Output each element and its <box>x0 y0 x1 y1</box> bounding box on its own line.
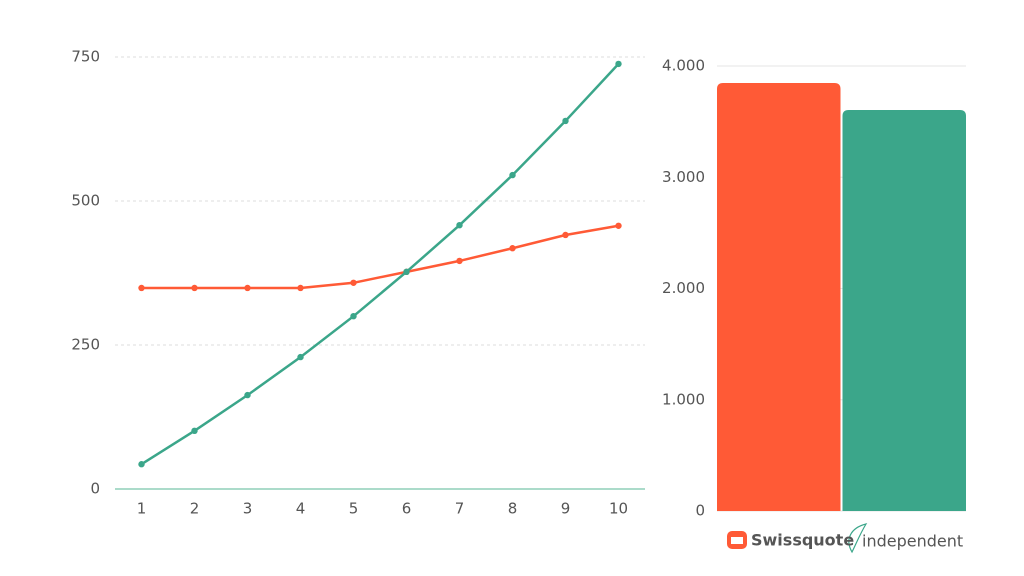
point <box>297 353 304 361</box>
x-tick-label: 5 <box>349 500 359 518</box>
bar <box>842 110 966 512</box>
point <box>615 60 622 68</box>
independent-icon <box>848 523 868 554</box>
y-tick-label: 750 <box>71 48 100 66</box>
point <box>244 391 251 399</box>
x-tick-label: 3 <box>243 500 253 518</box>
line <box>141 224 619 290</box>
point <box>138 461 145 468</box>
line <box>140 63 620 466</box>
bar <box>717 83 841 512</box>
point <box>297 284 304 292</box>
y-tick-label: 3.000 <box>662 168 705 186</box>
x-tick-label: 6 <box>402 500 412 518</box>
x-tick-label: 4 <box>296 500 306 518</box>
point <box>244 284 251 292</box>
y-tick-label: 0 <box>90 480 100 498</box>
category-label: Swissquote <box>751 531 854 550</box>
x-tick-label: 9 <box>561 500 571 518</box>
y-tick-label: 1.000 <box>662 390 705 408</box>
x-tick-label: 1 <box>137 500 147 518</box>
point <box>456 221 463 229</box>
point <box>191 427 198 435</box>
swissquote-icon-mark <box>731 537 743 544</box>
point <box>403 268 410 276</box>
x-tick-label: 8 <box>508 500 518 518</box>
point <box>615 222 622 229</box>
point <box>138 284 145 292</box>
point <box>562 117 569 125</box>
point <box>562 231 569 239</box>
category-label: independent <box>862 532 963 551</box>
y-tick-label: 500 <box>71 192 100 210</box>
x-tick-label: 10 <box>609 500 628 518</box>
point <box>509 245 516 252</box>
point <box>191 284 198 292</box>
x-tick-label: 2 <box>190 500 200 518</box>
y-tick-label: 250 <box>71 336 100 354</box>
y-tick-label: 2.000 <box>662 279 705 297</box>
x-tick-label: 7 <box>455 500 465 518</box>
point <box>350 313 357 320</box>
point <box>350 279 357 286</box>
y-tick-label: 0 <box>695 502 705 520</box>
point <box>509 171 516 179</box>
point <box>456 257 463 265</box>
y-tick-label: 4.000 <box>662 57 705 75</box>
